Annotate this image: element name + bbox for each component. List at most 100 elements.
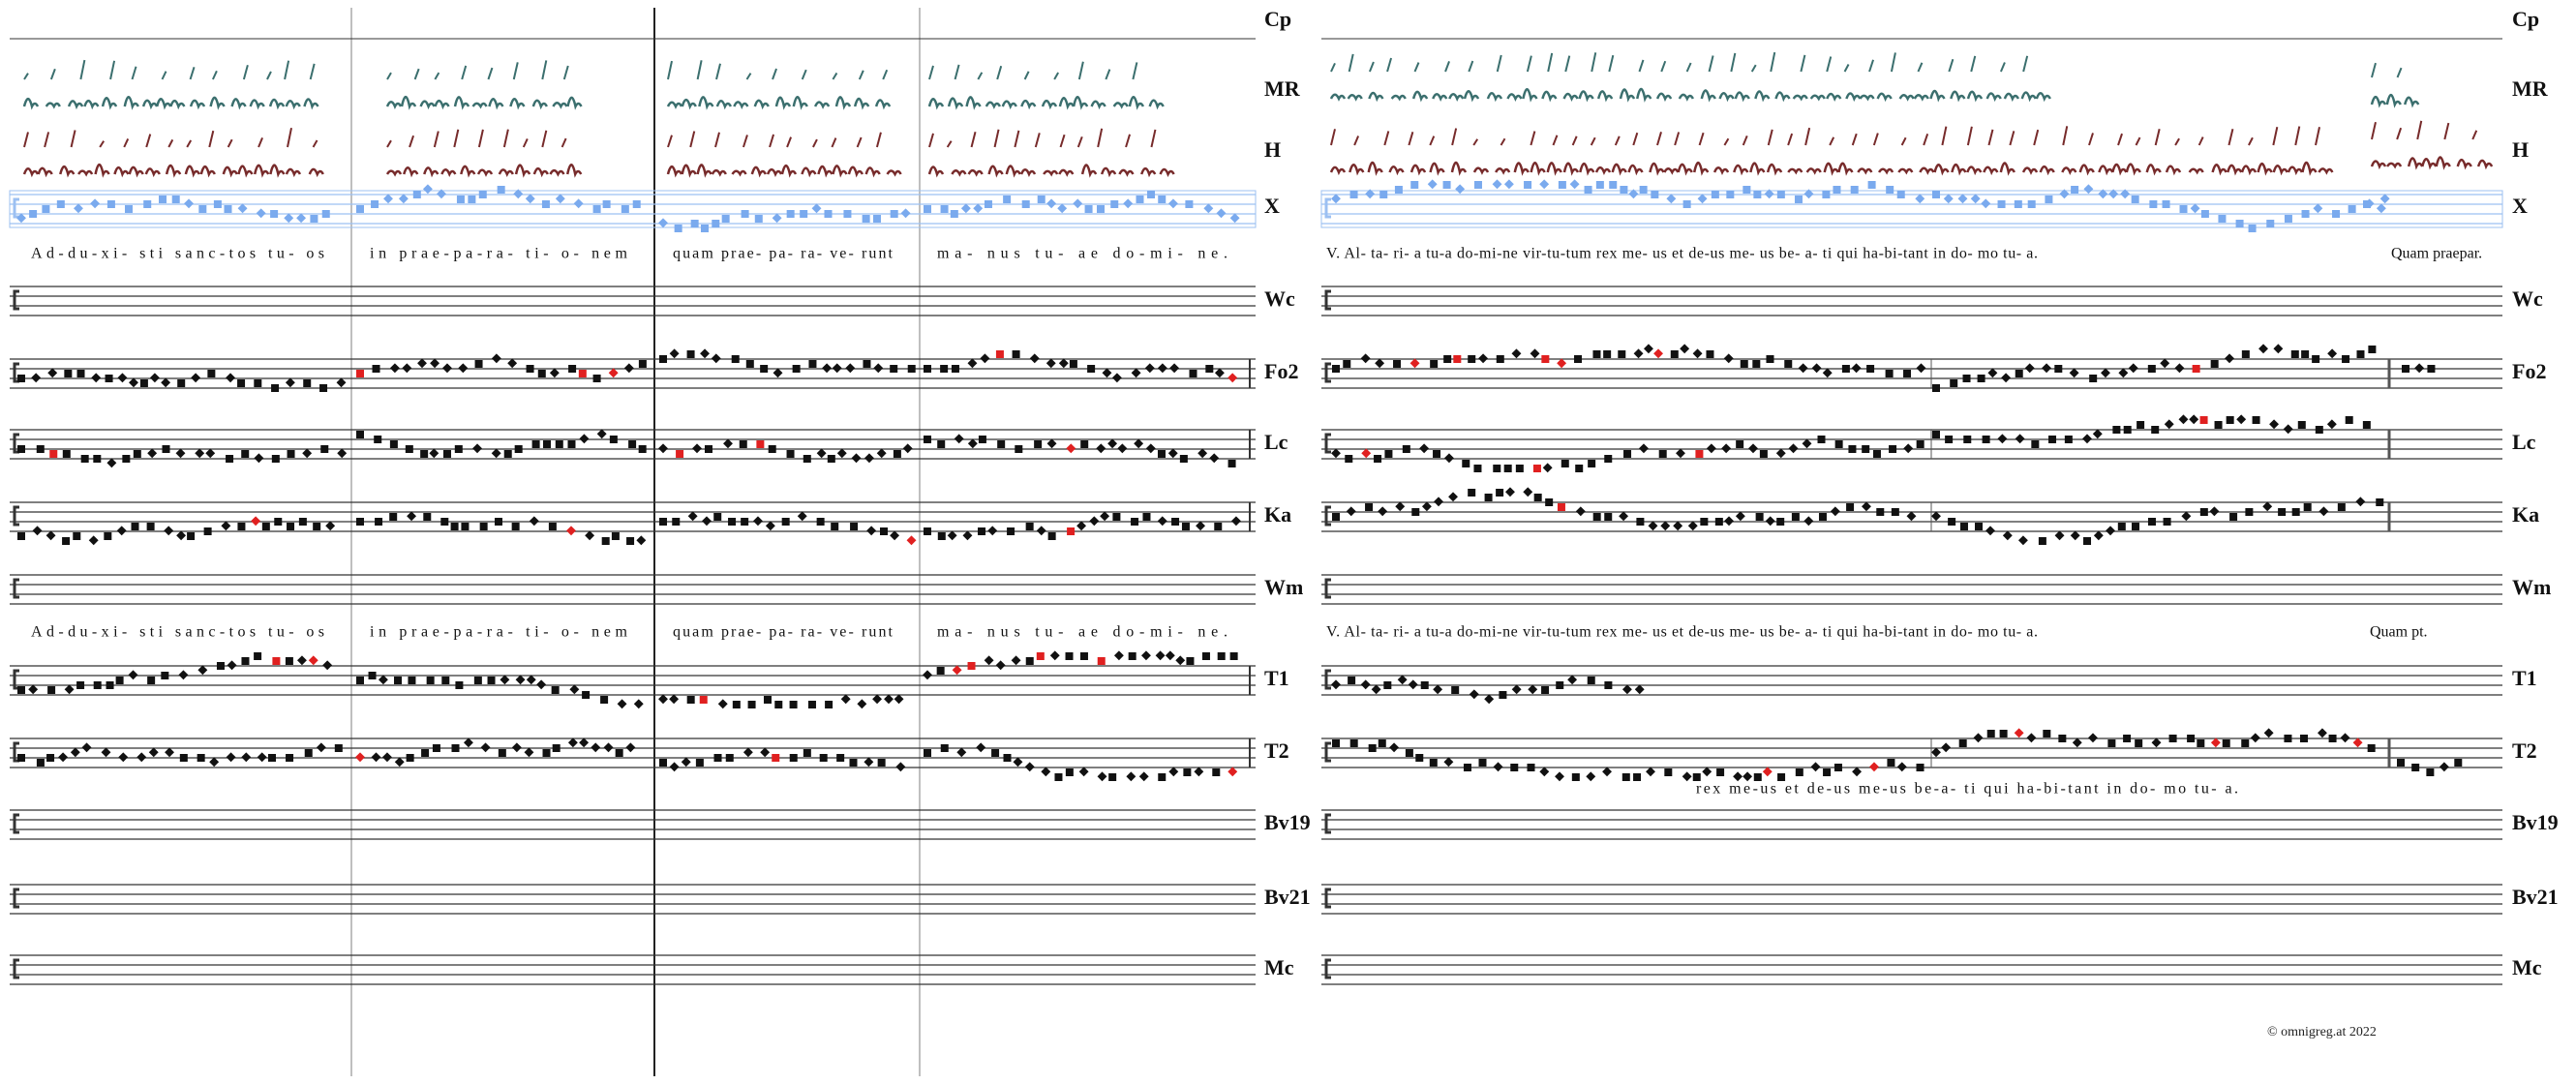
neume xyxy=(2262,501,2273,512)
neume xyxy=(313,523,321,530)
neume xyxy=(2024,363,2035,374)
clef xyxy=(13,813,19,834)
neume xyxy=(356,205,364,213)
neume xyxy=(1097,771,1107,782)
neume xyxy=(1379,191,1388,198)
neume xyxy=(1395,501,1406,512)
neume xyxy=(980,353,990,364)
neume xyxy=(1620,186,1628,194)
neume xyxy=(843,210,852,218)
neume xyxy=(1716,768,1725,776)
neume xyxy=(2123,735,2132,742)
neume xyxy=(1145,443,1156,454)
neume xyxy=(515,675,526,685)
neume xyxy=(1524,181,1532,189)
neume xyxy=(1997,434,2008,444)
neume xyxy=(687,511,698,522)
neume xyxy=(1592,350,1601,358)
neume xyxy=(1682,200,1691,208)
neume xyxy=(786,450,795,458)
neume xyxy=(1833,186,1841,194)
neume xyxy=(2397,759,2405,767)
siglum: Bv19 xyxy=(1264,810,1311,834)
clef xyxy=(1324,505,1331,527)
neume xyxy=(191,373,201,383)
neume xyxy=(1175,655,1186,666)
neume xyxy=(1227,373,1238,383)
neume xyxy=(1987,368,1998,378)
neume xyxy=(45,530,56,541)
neume xyxy=(1575,506,1586,517)
neume xyxy=(1189,370,1197,377)
neume xyxy=(1365,189,1376,199)
neume xyxy=(2151,426,2160,434)
neume xyxy=(1561,460,1569,467)
neume xyxy=(128,670,138,680)
neume xyxy=(2303,503,2312,511)
neume xyxy=(487,677,496,684)
neume xyxy=(1903,370,1912,377)
neume xyxy=(1556,681,1564,689)
neume xyxy=(473,677,482,684)
neume xyxy=(47,368,58,378)
neume xyxy=(2266,220,2275,227)
neume xyxy=(1415,754,1424,762)
neume xyxy=(1941,742,1952,753)
neume xyxy=(1574,355,1583,363)
neume xyxy=(857,699,867,709)
neume xyxy=(93,455,102,463)
siglum: X xyxy=(1264,194,1280,218)
siglum: Cp xyxy=(1264,7,1291,31)
neume xyxy=(1332,365,1340,373)
neume xyxy=(497,186,505,194)
siglum: Wm xyxy=(1264,575,1303,599)
neume xyxy=(608,368,619,378)
neume xyxy=(1587,677,1595,684)
neume xyxy=(732,701,741,708)
neume-script xyxy=(2371,62,2403,78)
neume xyxy=(873,363,884,374)
neume xyxy=(1791,513,1800,521)
neume xyxy=(1383,681,1392,689)
neume xyxy=(1887,759,1895,767)
lyric: in prae-pa-ra- ti- o- nem xyxy=(370,246,628,262)
neume xyxy=(325,521,336,531)
neume xyxy=(17,754,25,762)
neume xyxy=(1852,767,1863,777)
neume xyxy=(1374,455,1382,463)
neume xyxy=(2017,535,2028,546)
siglum: H xyxy=(1264,137,1281,162)
neume xyxy=(2363,200,2371,208)
neume xyxy=(1112,513,1121,521)
neume xyxy=(2278,508,2287,516)
neume xyxy=(1433,684,1443,695)
neume xyxy=(745,360,754,368)
neume xyxy=(890,365,898,373)
neume xyxy=(1943,194,1954,204)
neume xyxy=(468,196,476,203)
neume xyxy=(122,455,131,463)
neume xyxy=(62,450,71,458)
neume xyxy=(1876,508,1885,516)
neume xyxy=(70,747,80,758)
neume xyxy=(1411,508,1420,516)
neume xyxy=(864,453,874,464)
x-box xyxy=(9,190,1257,228)
neume xyxy=(176,530,187,541)
neume xyxy=(1862,501,1871,512)
neume xyxy=(1492,179,1502,190)
neume xyxy=(1997,200,2006,208)
neume xyxy=(2225,353,2234,364)
neume xyxy=(1633,773,1642,781)
neume-script xyxy=(386,129,567,148)
neume xyxy=(1346,506,1356,517)
neume xyxy=(479,523,488,530)
neume xyxy=(17,686,25,694)
neume xyxy=(1670,350,1679,358)
neume xyxy=(659,759,667,767)
neume xyxy=(136,752,147,763)
neume xyxy=(2042,363,2051,374)
neume xyxy=(1158,196,1167,203)
neume xyxy=(1619,511,1629,522)
neume xyxy=(712,220,720,227)
